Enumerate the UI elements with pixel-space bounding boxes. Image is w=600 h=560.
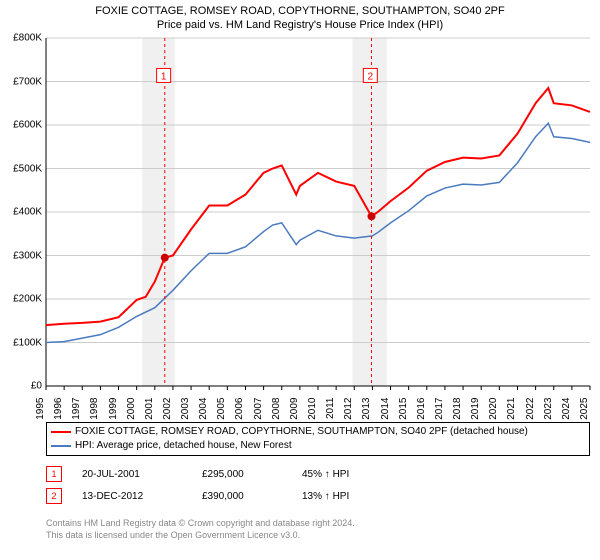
x-tick-label: 2002	[162, 398, 173, 420]
x-tick-label: 2009	[289, 398, 300, 420]
x-tick-label: 2019	[470, 398, 481, 420]
x-tick-label: 2018	[452, 398, 463, 420]
x-tick-label: 2000	[126, 398, 137, 420]
footer-line1: Contains HM Land Registry data © Crown c…	[46, 518, 355, 530]
x-tick-label: 2012	[343, 398, 354, 420]
y-tick-label: £100K	[4, 337, 42, 348]
sale-date: 20-JUL-2001	[82, 469, 182, 480]
legend-row: FOXIE COTTAGE, ROMSEY ROAD, COPYTHORNE, …	[51, 425, 585, 439]
footer-attribution: Contains HM Land Registry data © Crown c…	[46, 518, 355, 541]
x-tick-label: 1999	[108, 398, 119, 420]
x-tick-label: 2010	[307, 398, 318, 420]
y-tick-label: £0	[4, 381, 42, 392]
x-tick-label: 2011	[325, 398, 336, 420]
sale-hpi: 13% ↑ HPI	[302, 491, 382, 502]
x-tick-label: 1997	[71, 398, 82, 420]
y-tick-label: £600K	[4, 120, 42, 131]
x-tick-label: 2006	[234, 398, 245, 420]
x-tick-label: 1995	[35, 398, 46, 420]
x-tick-label: 2016	[416, 398, 427, 420]
legend-swatch	[51, 431, 71, 433]
chart-title: FOXIE COTTAGE, ROMSEY ROAD, COPYTHORNE, …	[0, 0, 600, 33]
chart-container: FOXIE COTTAGE, ROMSEY ROAD, COPYTHORNE, …	[0, 0, 600, 560]
legend-row: HPI: Average price, detached house, New …	[51, 439, 585, 453]
x-tick-label: 1996	[53, 398, 64, 420]
x-tick-label: 2001	[144, 398, 155, 420]
sale-marker-box: 1	[46, 466, 62, 482]
svg-text:2: 2	[368, 71, 374, 82]
legend-swatch	[51, 445, 71, 447]
sale-date: 13-DEC-2012	[82, 491, 182, 502]
y-tick-label: £400K	[4, 207, 42, 218]
sale-marker-box: 2	[46, 488, 62, 504]
sale-hpi: 45% ↑ HPI	[302, 469, 382, 480]
sale-row: 1 20-JUL-2001 £295,000 45% ↑ HPI	[46, 466, 382, 482]
y-tick-label: £500K	[4, 163, 42, 174]
x-tick-label: 2024	[561, 398, 572, 420]
chart-svg: 12	[46, 38, 590, 386]
x-tick-label: 2005	[216, 398, 227, 420]
x-tick-label: 2014	[380, 398, 391, 420]
x-tick-label: 2020	[488, 398, 499, 420]
sale-row: 2 13-DEC-2012 £390,000 13% ↑ HPI	[46, 488, 382, 504]
x-tick-label: 2023	[543, 398, 554, 420]
x-tick-label: 2025	[579, 398, 590, 420]
x-tick-label: 2007	[253, 398, 264, 420]
x-tick-label: 2004	[198, 398, 209, 420]
x-tick-label: 2008	[271, 398, 282, 420]
sale-price: £390,000	[202, 491, 282, 502]
legend-label: FOXIE COTTAGE, ROMSEY ROAD, COPYTHORNE, …	[75, 425, 528, 439]
footer-line2: This data is licensed under the Open Gov…	[46, 530, 355, 542]
y-tick-label: £800K	[4, 33, 42, 44]
svg-text:1: 1	[161, 71, 167, 82]
title-line1: FOXIE COTTAGE, ROMSEY ROAD, COPYTHORNE, …	[0, 4, 600, 18]
x-tick-label: 2022	[525, 398, 536, 420]
y-tick-label: £700K	[4, 76, 42, 87]
x-tick-label: 2017	[434, 398, 445, 420]
sales-table: 1 20-JUL-2001 £295,000 45% ↑ HPI 2 13-DEC-201…	[46, 466, 382, 510]
chart-plot-area: 12	[46, 38, 590, 386]
y-tick-label: £200K	[4, 294, 42, 305]
legend-box: FOXIE COTTAGE, ROMSEY ROAD, COPYTHORNE, …	[46, 422, 590, 456]
y-tick-label: £300K	[4, 250, 42, 261]
title-line2: Price paid vs. HM Land Registry's House …	[0, 18, 600, 32]
x-tick-label: 2003	[180, 398, 191, 420]
sale-price: £295,000	[202, 469, 282, 480]
x-tick-label: 2013	[361, 398, 372, 420]
x-tick-label: 2021	[506, 398, 517, 420]
x-tick-label: 1998	[89, 398, 100, 420]
x-tick-label: 2015	[398, 398, 409, 420]
legend-label: HPI: Average price, detached house, New …	[75, 439, 292, 453]
